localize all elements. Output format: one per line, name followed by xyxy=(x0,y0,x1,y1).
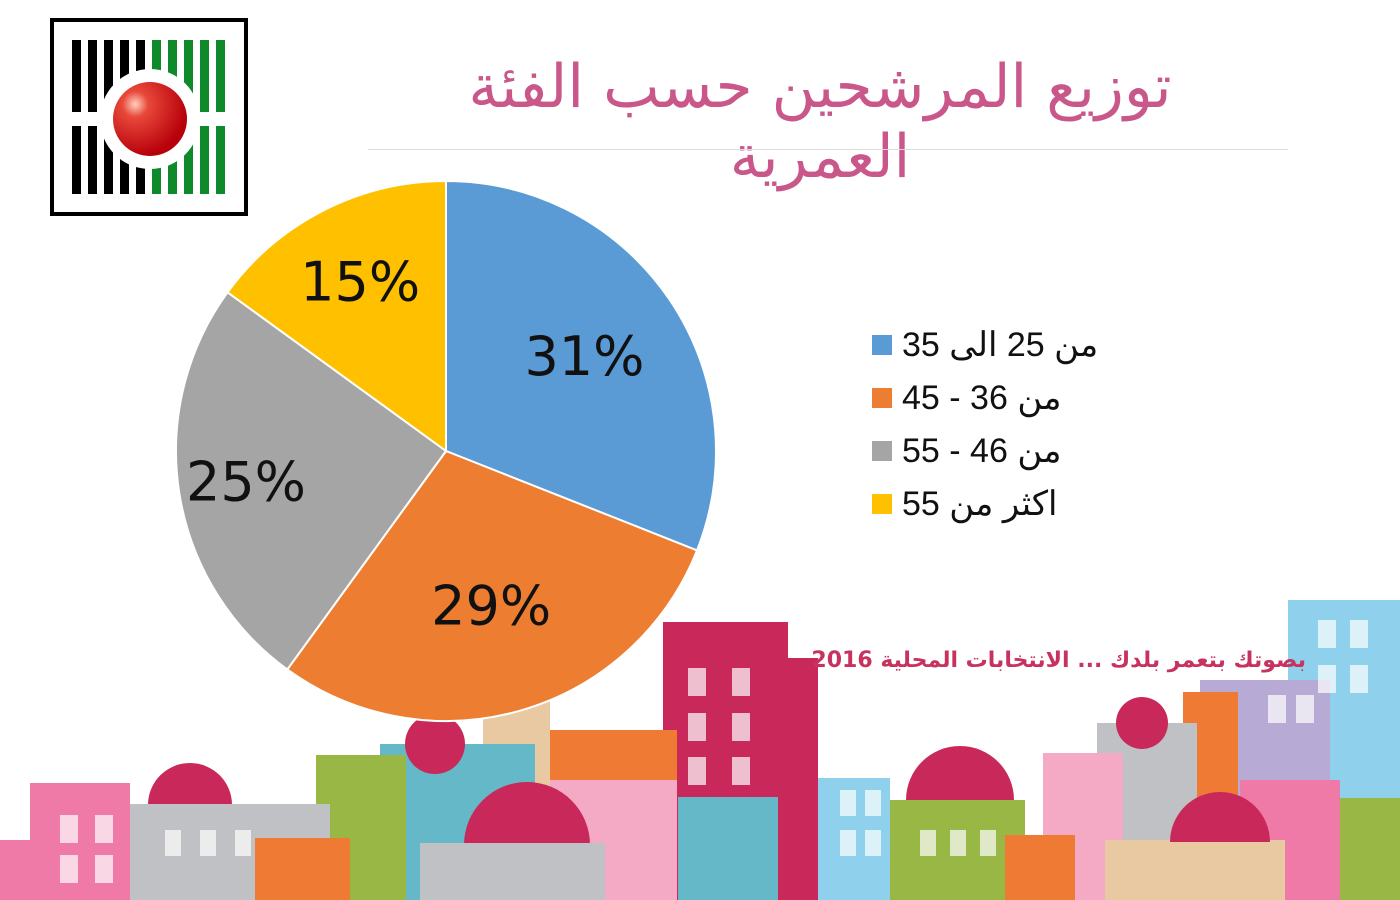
title-divider xyxy=(368,149,1288,150)
pie-slice-1 xyxy=(445,179,717,552)
data-label: 31% xyxy=(524,325,644,388)
campaign-tagline: بصوتك بتعمر بلدك ... الانتخابات المحلية … xyxy=(811,648,1306,673)
data-label: 25% xyxy=(186,451,306,514)
legend-item: اكثر من 55 xyxy=(872,477,1098,530)
legend-label: من 46 - 55 xyxy=(902,431,1062,470)
legend-label: من 36 - 45 xyxy=(902,378,1062,417)
pie-slice-4 xyxy=(226,179,447,453)
legend-label: من 25 الى 35 xyxy=(902,325,1099,364)
logo xyxy=(50,18,248,216)
data-label: 29% xyxy=(431,575,551,638)
legend-item: من 25 الى 35 xyxy=(872,318,1098,371)
data-label: 15% xyxy=(300,251,420,314)
election-commission-logo-icon xyxy=(72,40,225,194)
legend-swatch xyxy=(872,440,892,461)
page-title: توزيع المرشحين حسب الفئة العمرية xyxy=(468,52,1172,192)
legend-label: اكثر من 55 xyxy=(902,484,1058,523)
legend-swatch xyxy=(872,334,892,355)
legend-swatch xyxy=(872,387,892,408)
chart-legend: من 25 الى 35 من 36 - 45 من 46 - 55 اكثر من … xyxy=(872,318,1098,530)
pie-slice-2 xyxy=(285,449,699,722)
legend-swatch xyxy=(872,493,892,514)
legend-item: من 36 - 45 xyxy=(872,371,1098,424)
pie-slice-3 xyxy=(175,290,448,671)
legend-item: من 46 - 55 xyxy=(872,424,1098,477)
